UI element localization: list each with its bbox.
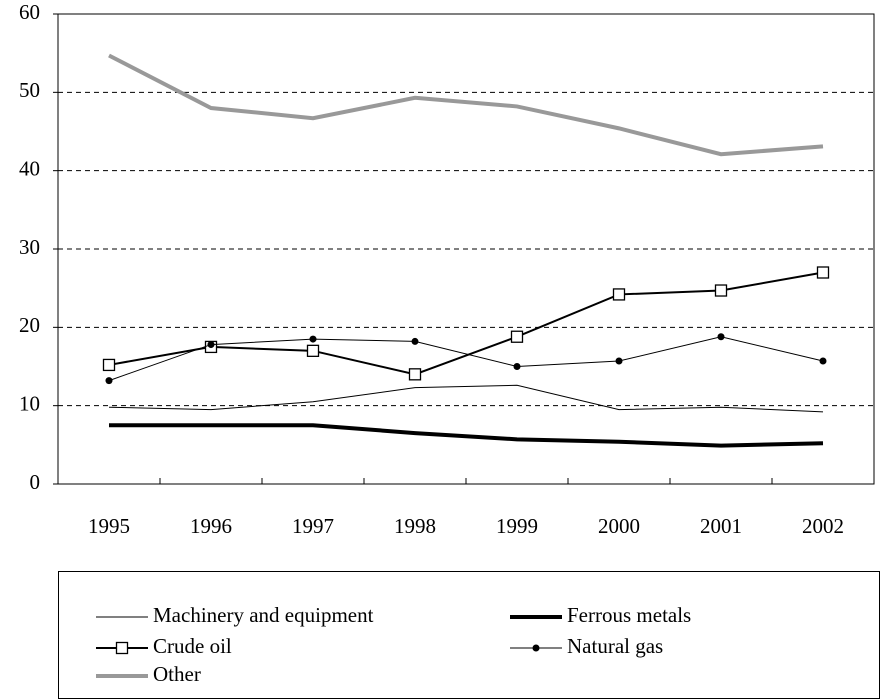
marker — [306, 344, 320, 357]
y-tick-label: 60 — [19, 0, 40, 24]
x-tick-label: 2002 — [802, 514, 844, 538]
y-tick-label: 50 — [19, 78, 40, 102]
x-tick-label: 1997 — [292, 514, 334, 538]
y-tick-label: 20 — [19, 313, 40, 337]
marker — [714, 284, 728, 297]
marker — [510, 330, 524, 343]
x-tick-label: 1998 — [394, 514, 436, 538]
legend-marker — [532, 644, 540, 652]
series-line — [108, 271, 824, 376]
x-tick-label: 1996 — [190, 514, 232, 538]
series-line — [108, 336, 824, 382]
marker — [513, 363, 521, 370]
marker — [816, 266, 830, 279]
marker — [717, 333, 725, 341]
marker — [309, 335, 317, 343]
legend-marker — [115, 641, 129, 655]
series-line — [108, 384, 824, 413]
y-tick-label: 40 — [19, 156, 40, 180]
y-tick-label: 10 — [19, 391, 40, 415]
marker — [612, 288, 626, 301]
series-line — [108, 53, 824, 157]
marker — [819, 357, 827, 365]
x-tick-label: 2000 — [598, 514, 640, 538]
legend-label: Ferrous metals — [567, 603, 691, 627]
marker — [615, 357, 623, 365]
x-tick-label: 2001 — [700, 514, 742, 538]
legend-label: Crude oil — [153, 634, 232, 658]
legend-label: Other — [153, 662, 201, 686]
y-tick-label: 0 — [30, 470, 41, 494]
x-tick-label: 1995 — [88, 514, 130, 538]
marker — [105, 377, 113, 385]
legend-label: Natural gas — [567, 634, 663, 658]
y-tick-label: 30 — [19, 235, 40, 259]
marker — [411, 337, 419, 345]
legend-label: Machinery and equipment — [153, 603, 374, 627]
marker — [408, 368, 422, 381]
marker — [102, 358, 116, 372]
x-tick-label: 1999 — [496, 514, 538, 538]
series-line — [109, 423, 824, 448]
marker — [207, 341, 215, 349]
